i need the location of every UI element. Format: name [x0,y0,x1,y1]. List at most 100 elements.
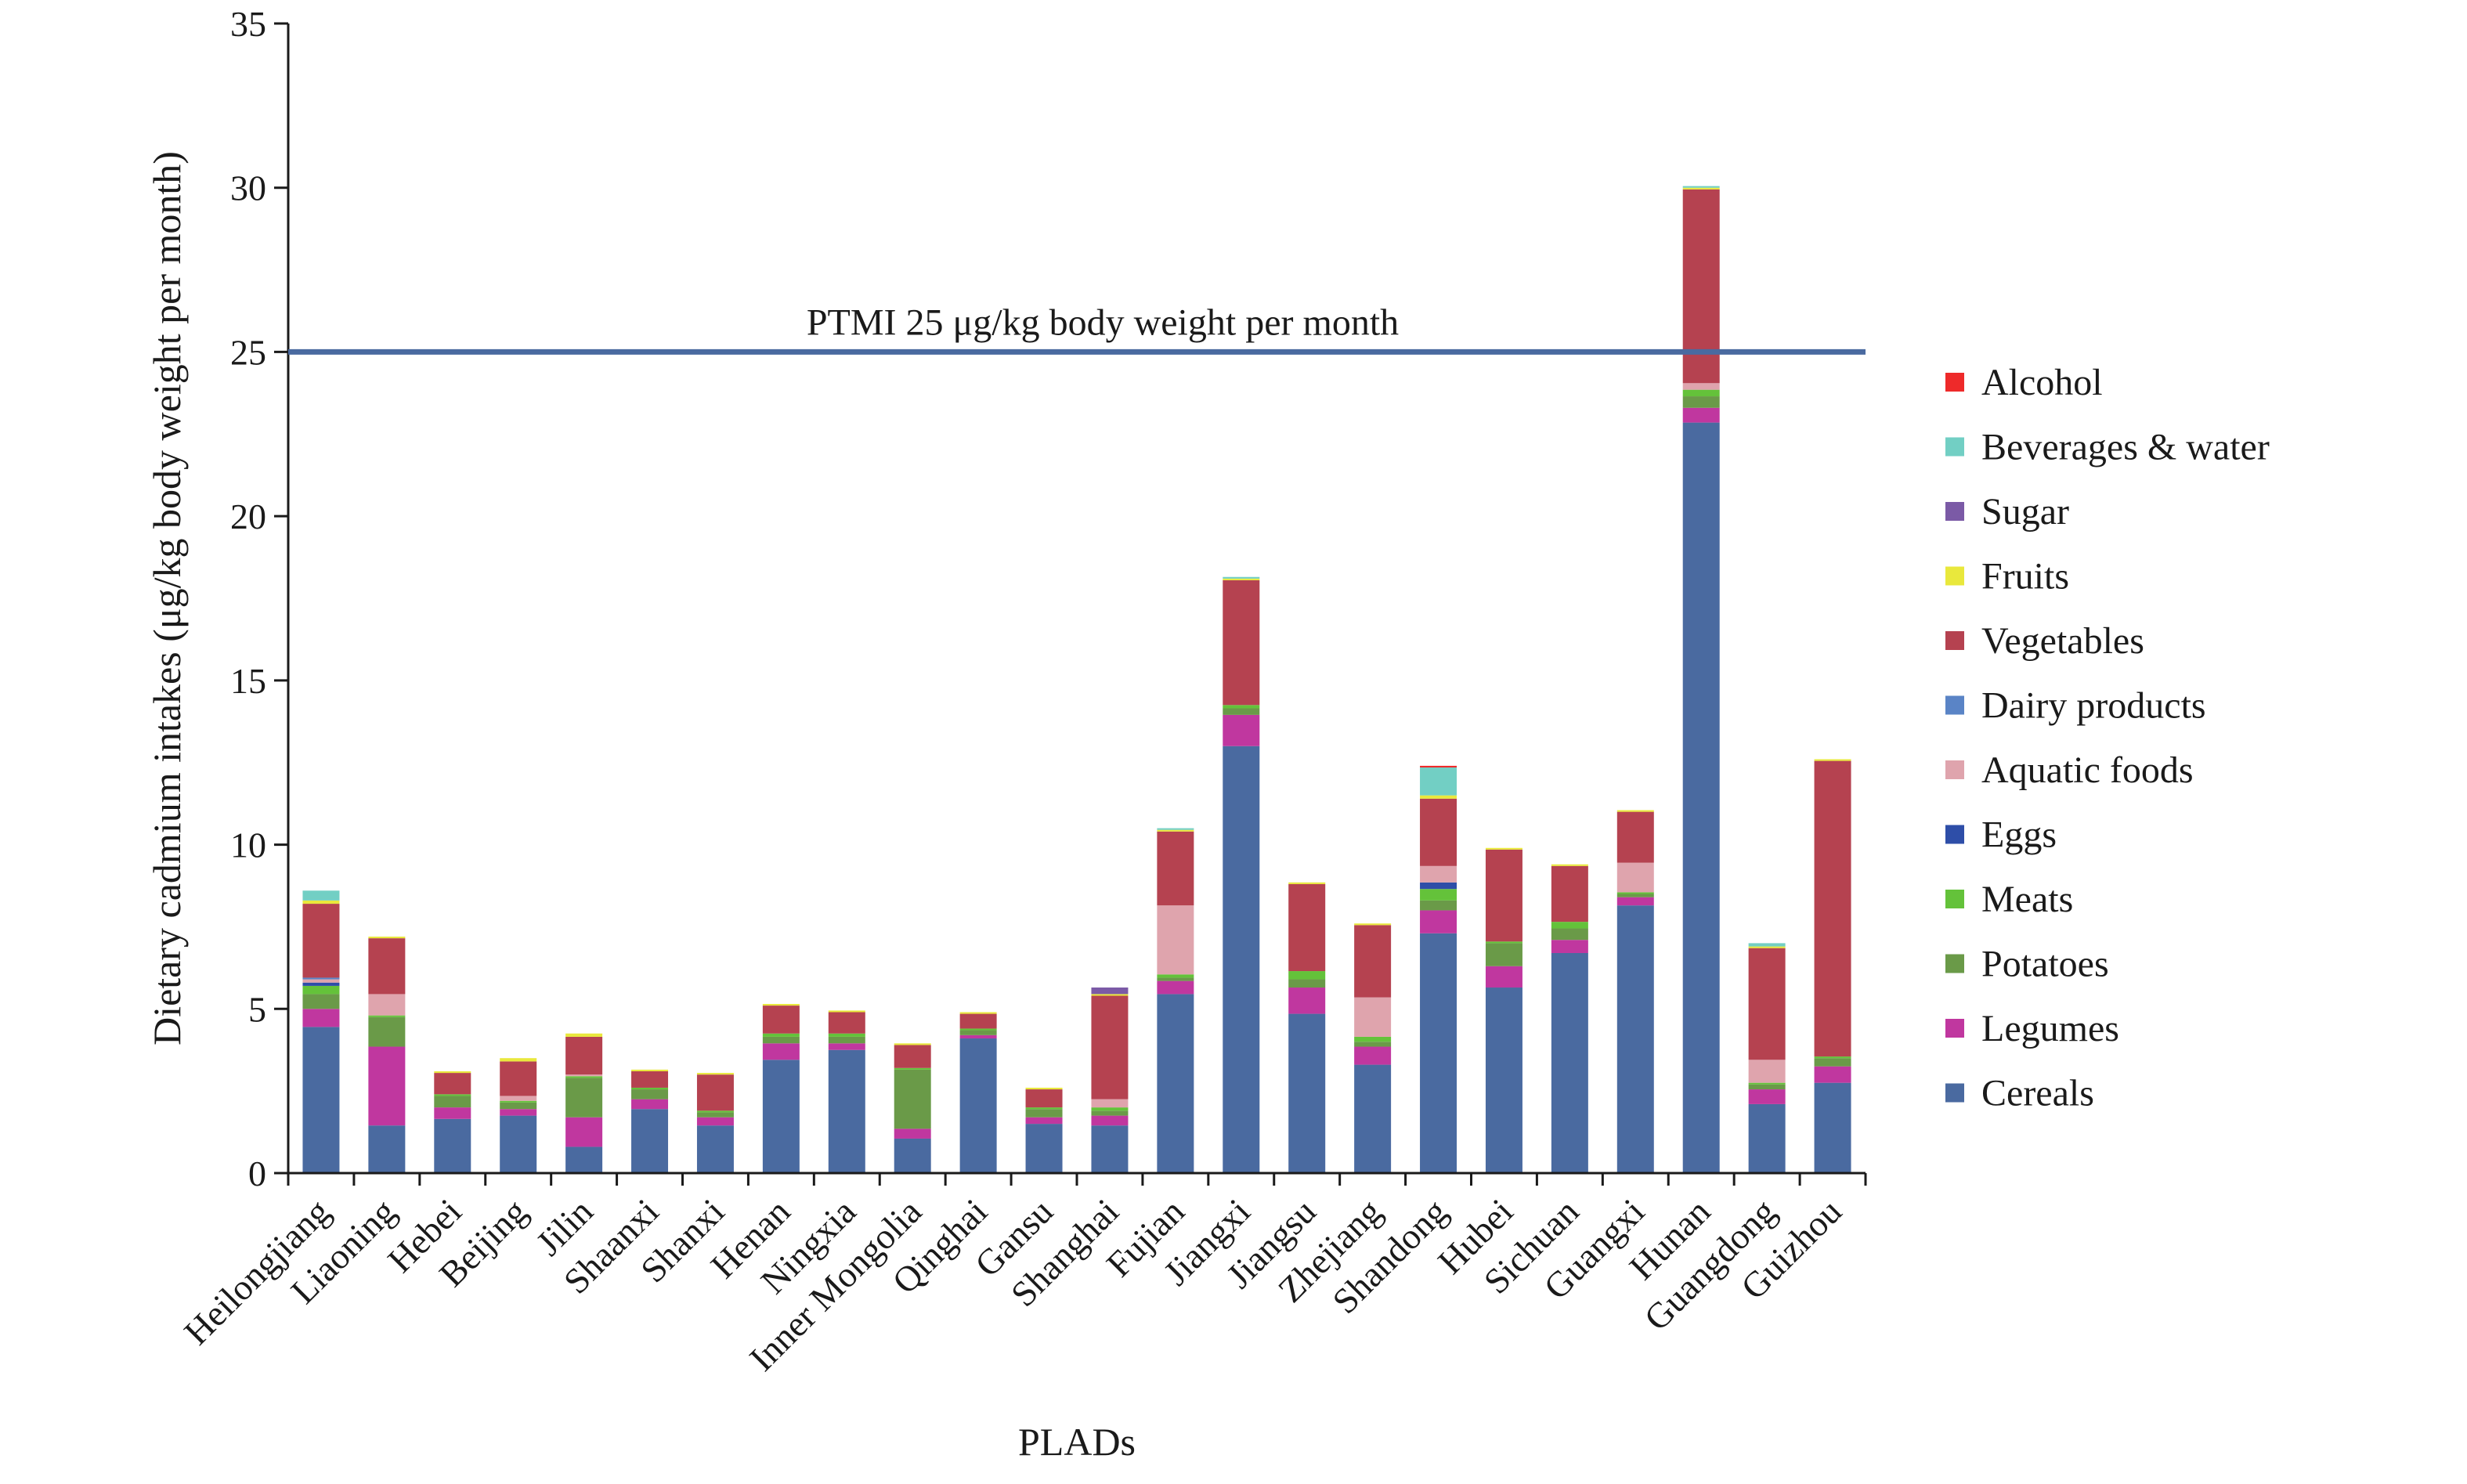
bar-segment-sichuan-vegetables [1551,865,1588,923]
bar-segment-gansu-vegetables [1025,1089,1063,1108]
bar-segment-heilongjiang-aquatic-foods [302,979,340,983]
bar-segment-fujian-legumes [1157,980,1194,995]
bar-segment-jiangsu-vegetables [1288,883,1326,972]
bar-segment-shandong-legumes [1420,910,1457,933]
bar-segment-guangdong-cereals [1748,1103,1786,1173]
bar-segment-guangdong-meats [1748,1082,1786,1085]
y-tick-label: 10 [230,825,266,865]
bar-segment-hebei-fruits [434,1071,471,1074]
bar-segment-shandong-cereals [1420,933,1457,1173]
legend-label-meats: Meats [1981,879,2073,920]
bar-segment-gansu-fruits [1025,1087,1063,1090]
bar-segment-jiangsu-potatoes [1288,979,1326,988]
bar-segment-guangxi-cereals [1616,905,1654,1173]
bar-segment-guizhou-potatoes [1814,1058,1851,1067]
bar-segment-shandong-potatoes [1420,900,1457,911]
bar-segment-henan-fruits [762,1003,800,1006]
y-tick-label: 15 [230,661,266,701]
bar-segment-jiangsu-fruits [1288,882,1326,884]
bar-segment-liaoning-fruits [368,937,406,939]
bar-segment-inner-mongolia-cereals [894,1138,931,1173]
bar-segment-guangdong-fruits [1748,946,1786,948]
bar-segment-fujian-meats [1157,974,1194,978]
bar-segment-guangdong-potatoes [1748,1084,1786,1090]
bar-segment-jiangsu-meats [1288,971,1326,980]
bar-segment-sichuan-cereals [1551,952,1588,1173]
legend-swatch-fruits [1945,566,1964,586]
bar-segment-gansu-cereals [1025,1124,1063,1173]
legend-swatch-beverages-water [1945,437,1964,457]
bar-segment-ningxia-cereals [828,1049,865,1173]
bar-segment-hebei-vegetables [434,1073,471,1095]
y-axis-title: Dietary cadmium intakes (μg/kg body weig… [145,151,189,1045]
bar-segment-shaanxi-vegetables [631,1071,669,1088]
bar-segment-henan-legumes [762,1043,800,1060]
bar-segment-heilongjiang-vegetables [302,904,340,978]
y-tick-label: 20 [230,496,266,536]
bar-segment-hebei-meats [434,1094,471,1096]
bar-segment-jiangxi-vegetables [1223,580,1260,706]
bar-segment-shanxi-potatoes [696,1112,734,1118]
bar-segment-fujian-beverages-water [1157,828,1194,830]
bar-segment-hebei-potatoes [434,1096,471,1108]
bar-segment-gansu-potatoes [1025,1109,1063,1118]
bar-segment-jiangxi-cereals [1223,746,1260,1173]
bar-segment-jiangxi-legumes [1223,714,1260,746]
bar-segment-liaoning-vegetables [368,938,406,995]
bar-segment-liaoning-aquatic-foods [368,994,406,1016]
bar-segment-beijing-fruits [500,1058,537,1062]
legend-swatch-meats [1945,890,1964,908]
bar-segment-fujian-vegetables [1157,831,1194,906]
bar-segment-jilin-legumes [565,1117,603,1147]
bar-segment-gansu-legumes [1025,1117,1063,1125]
bar-segment-jiangxi-beverages-water [1223,576,1260,579]
bar-segment-shaanxi-cereals [631,1109,669,1173]
y-tick-label: 25 [230,332,266,372]
bar-segment-shanghai-meats [1091,1107,1129,1111]
legend-swatch-sugar [1945,502,1964,521]
bar-segment-gansu-meats [1025,1107,1063,1110]
bar-segment-guangxi-vegetables [1616,811,1654,863]
y-tick-label: 5 [248,989,266,1029]
bar-segment-sichuan-meats [1551,922,1588,929]
legend-label-eggs: Eggs [1981,814,2057,856]
x-ticks: HeilongjiangLiaoningHebeiBeijingJilinSha… [176,1173,1867,1378]
bar-segment-heilongjiang-eggs [302,982,340,986]
bar-segment-shaanxi-fruits [631,1069,669,1071]
bar-segment-liaoning-potatoes [368,1016,406,1047]
bar-segment-hebei-legumes [434,1107,471,1119]
bar-segment-henan-potatoes [762,1036,800,1044]
legend-label-dairy-products: Dairy products [1981,685,2206,727]
bar-segment-shanghai-fruits [1091,994,1129,996]
bar-segment-shanghai-cereals [1091,1125,1129,1173]
bar-segment-shanghai-sugar [1091,988,1129,995]
legend-label-beverages-water: Beverages & water [1981,427,2270,468]
bar-segment-shanxi-cereals [696,1125,734,1173]
bar-segment-jilin-potatoes [565,1078,603,1118]
bar-segment-sichuan-potatoes [1551,928,1588,941]
bar-segment-hubei-potatoes [1485,943,1522,966]
bar-segment-hunan-potatoes [1682,396,1720,408]
bar-segment-beijing-cereals [500,1115,537,1173]
bar-segment-hunan-cereals [1682,422,1720,1173]
bar-segment-shandong-eggs [1420,882,1457,890]
bar-segment-heilongjiang-legumes [302,1009,340,1027]
legend-swatch-vegetables [1945,631,1964,650]
bar-segment-jilin-vegetables [565,1036,603,1075]
bar-segment-jiangxi-potatoes [1223,708,1260,715]
y-ticks: 0 5 10 15 20 25 30 35 [230,4,288,1193]
bar-segment-hebei-cereals [434,1118,471,1173]
legend-label-fruits: Fruits [1981,556,2069,598]
bar-segment-shanghai-vegetables [1091,995,1129,1099]
bar-segment-beijing-legumes [500,1109,537,1116]
bar-segment-beijing-vegetables [500,1061,537,1096]
bar-segment-shaanxi-meats [631,1087,669,1090]
bar-segment-hubei-vegetables [1485,849,1522,942]
bar-segment-beijing-potatoes [500,1102,537,1110]
bar-segment-jilin-aquatic-foods [565,1074,603,1077]
bar-segment-liaoning-cereals [368,1125,406,1173]
bar-segment-shanxi-legumes [696,1117,734,1126]
bar-segment-inner-mongolia-vegetables [894,1045,931,1068]
bar-segment-qinghai-potatoes [959,1030,997,1035]
